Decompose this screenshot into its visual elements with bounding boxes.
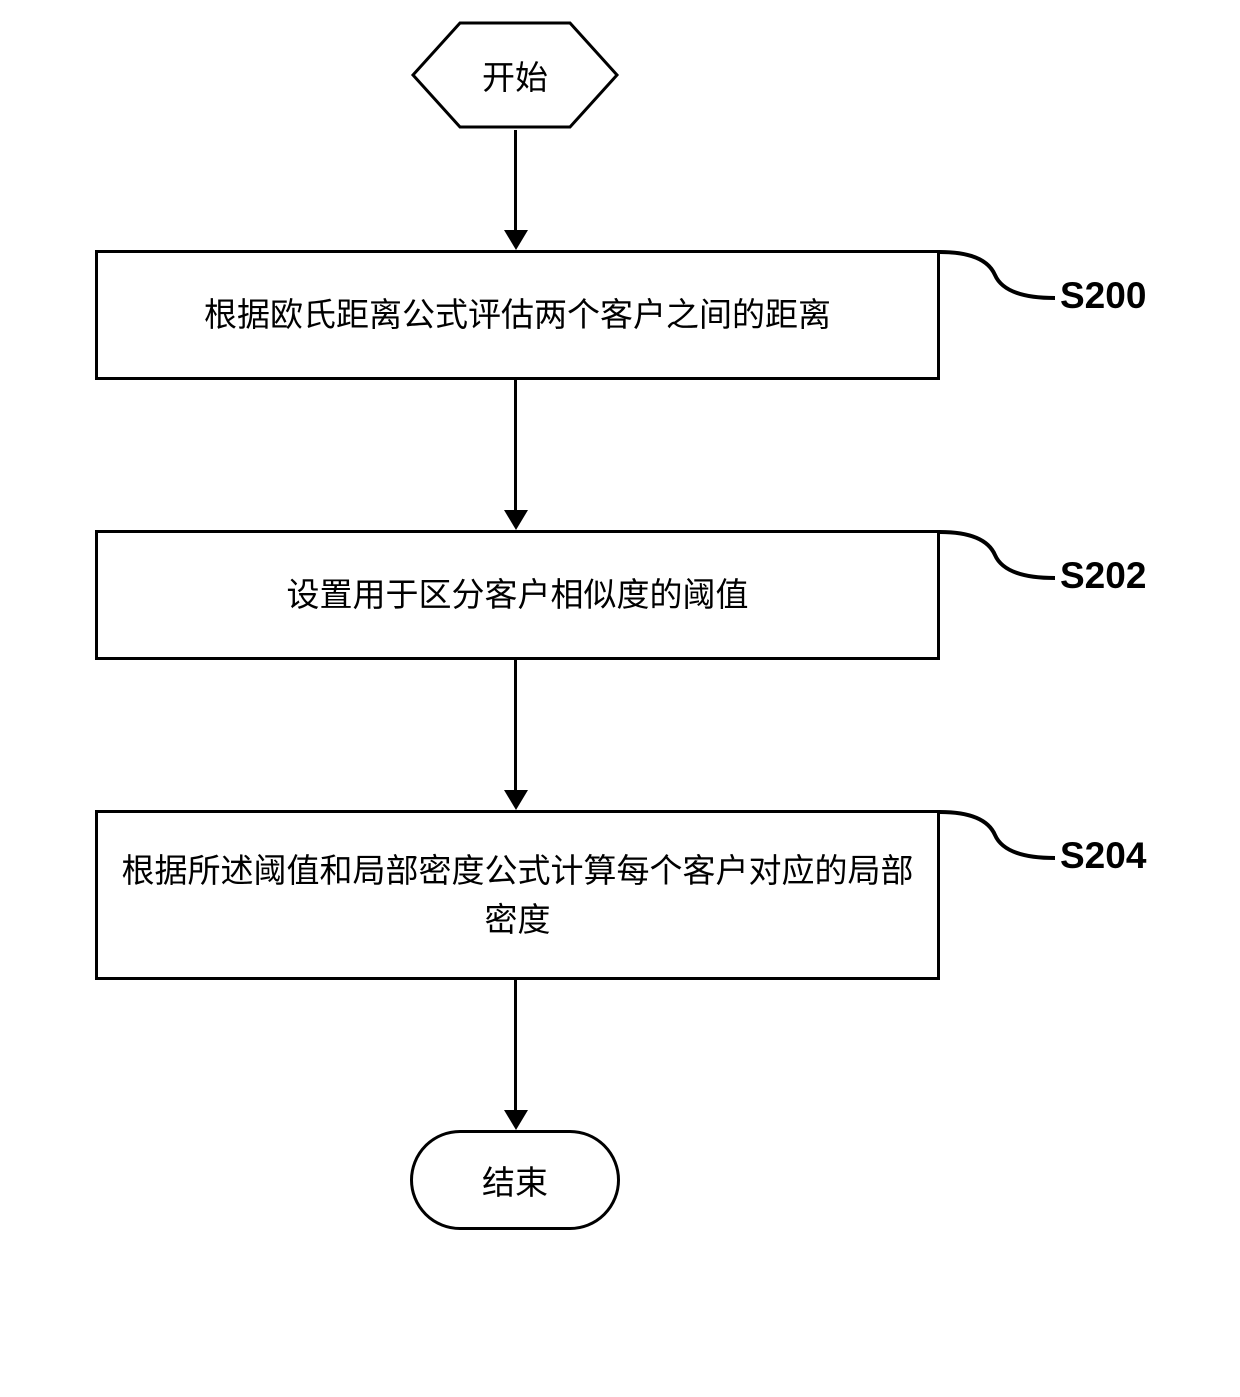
step1-text: 根据欧氏距离公式评估两个客户之间的距离 (204, 290, 831, 340)
step2-box: 设置用于区分客户相似度的阈值 (95, 530, 940, 660)
connector-s202 (940, 525, 1060, 585)
end-node: 结束 (410, 1130, 620, 1230)
step3-text: 根据所述阈值和局部密度公式计算每个客户对应的局部密度 (118, 846, 917, 945)
arrow-3-line (514, 660, 517, 790)
arrow-2-line (514, 380, 517, 510)
flowchart-container: 开始 根据欧氏距离公式评估两个客户之间的距离 S200 设置用于区分客户相似度的… (0, 0, 1240, 1397)
arrow-4-line (514, 980, 517, 1110)
label-s200: S200 (1060, 275, 1146, 317)
arrow-3-head (504, 790, 528, 810)
label-s204: S204 (1060, 835, 1146, 877)
start-label: 开始 (410, 51, 620, 99)
connector-s204 (940, 805, 1060, 865)
start-node: 开始 (410, 20, 620, 130)
end-label: 结束 (482, 1156, 548, 1204)
connector-s200 (940, 245, 1060, 305)
label-s202: S202 (1060, 555, 1146, 597)
step2-text: 设置用于区分客户相似度的阈值 (287, 570, 749, 620)
arrow-1-head (504, 230, 528, 250)
step1-box: 根据欧氏距离公式评估两个客户之间的距离 (95, 250, 940, 380)
arrow-4-head (504, 1110, 528, 1130)
arrow-1-line (514, 130, 517, 230)
step3-box: 根据所述阈值和局部密度公式计算每个客户对应的局部密度 (95, 810, 940, 980)
arrow-2-head (504, 510, 528, 530)
